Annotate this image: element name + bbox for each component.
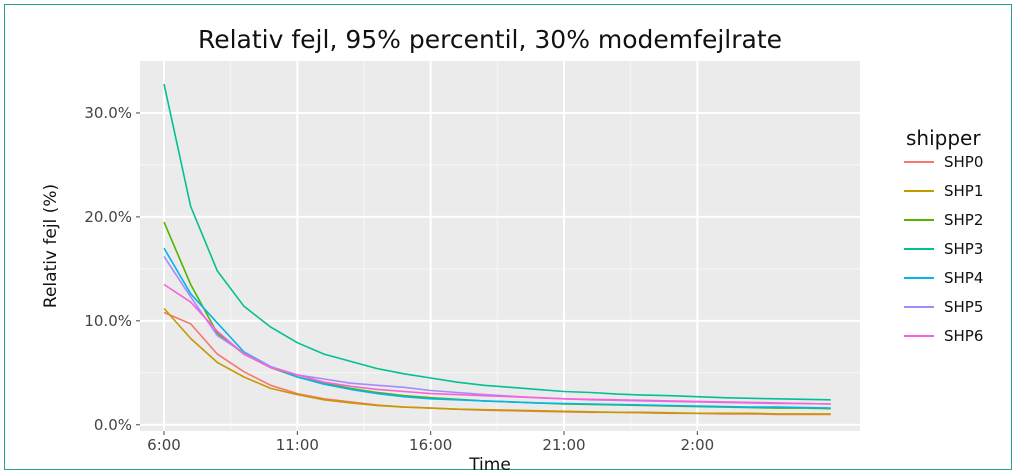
- legend-label-shp1: SHP1: [944, 182, 983, 200]
- y-axis-label: Relativ fejl (%): [41, 184, 61, 308]
- legend-label-shp0: SHP0: [944, 153, 983, 171]
- y-tick-label: 30.0%: [84, 104, 132, 122]
- x-tick-label: 11:00: [276, 436, 319, 454]
- legend-title: shipper: [906, 126, 981, 150]
- series-lines: [163, 83, 831, 416]
- legend: shipper SHP0 SHP1 SHP2 SHP3 SHP4 SHP5 SHP6: [904, 126, 983, 345]
- legend-label-shp4: SHP4: [944, 269, 983, 287]
- chart-title: Relativ fejl, 95% percentil, 30% modemfe…: [198, 25, 782, 54]
- x-axis-label: Time: [468, 455, 511, 475]
- y-tick-label: 10.0%: [84, 312, 132, 330]
- legend-label-shp2: SHP2: [944, 211, 983, 229]
- plot-panel: [140, 61, 860, 431]
- series-line-shp1: [163, 307, 831, 415]
- y-tick-label: 0.0%: [94, 416, 132, 434]
- series-line-shp3: [163, 83, 831, 401]
- legend-label-shp5: SHP5: [944, 298, 983, 316]
- x-tick-label: 6:00: [147, 436, 181, 454]
- legend-label-shp3: SHP3: [944, 240, 983, 258]
- x-tick-label: 2:00: [680, 436, 714, 454]
- y-tick-label: 20.0%: [84, 208, 132, 226]
- x-tick-label: 21:00: [542, 436, 585, 454]
- legend-label-shp6: SHP6: [944, 327, 983, 345]
- series-line-shp6: [163, 283, 831, 405]
- axis-ticks: 6:00 11:00 16:00 21:00 2:00 0.0% 10.0% 20.0% 30.…: [84, 104, 714, 454]
- x-tick-label: 16:00: [409, 436, 452, 454]
